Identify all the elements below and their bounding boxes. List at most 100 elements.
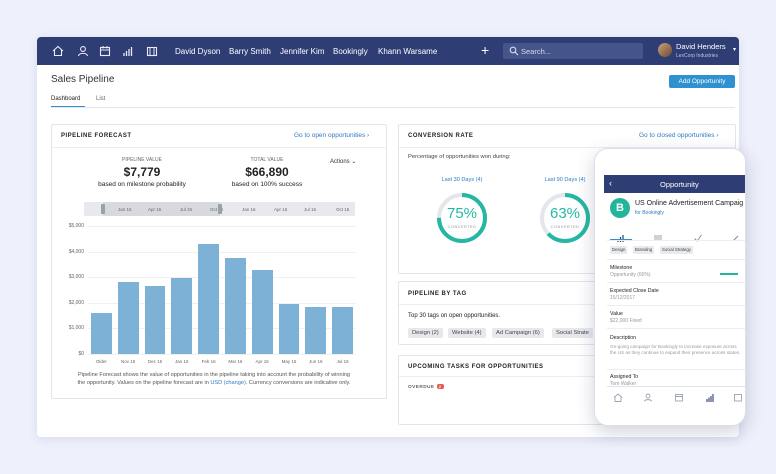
note-text: Pipeline Forecast shows the value of opp… [77,372,351,386]
divider [607,328,745,329]
description-label: Description [610,335,636,341]
nav-tab-jennifer-kim[interactable]: Jennifer Kim [280,47,325,56]
person-icon[interactable] [643,389,653,402]
chart-bar[interactable] [144,286,166,354]
tag-chip[interactable]: Branding [633,246,655,254]
timeline-handle-left[interactable] [101,204,105,214]
timeline-label: Apr 15 [148,207,162,212]
add-icon[interactable]: + [481,42,490,58]
pipeline-value: $7,779 [123,165,161,179]
search-input[interactable] [521,44,639,58]
chart-bar[interactable] [90,313,112,354]
user-company: LexCorp Industries [676,53,718,59]
actions-dropdown[interactable]: Actions ⌄ [330,159,357,165]
folder-icon[interactable] [146,45,158,57]
check-tab-icon[interactable] [693,229,703,242]
company-logo: B [610,198,630,218]
change-currency-link[interactable]: (change) [223,380,246,386]
tab-list[interactable]: List [96,96,106,102]
list-tab-icon[interactable] [653,229,663,241]
gauge-value-30-days: 75% [446,205,478,222]
gauge-fill [540,193,590,243]
panel-heading: CONVERSION RATE [408,133,474,139]
active-tab-indicator [610,239,632,241]
divider [607,259,745,260]
chart-bar[interactable] [332,306,354,354]
overdue-section[interactable]: OVERDUE 2 [408,384,444,390]
tab-dashboard[interactable]: Dashboard [51,96,81,102]
calendar-icon[interactable] [99,45,111,57]
divider [399,376,735,377]
chart-bar[interactable] [117,282,139,354]
nav-tab-khann-warsame[interactable]: Khann Warsame [378,47,438,56]
currency-link[interactable]: USD [210,380,223,386]
avatar[interactable] [658,43,672,57]
tag-chip[interactable]: Design (2) [408,328,443,338]
total-value-sub: based on 100% success [231,181,303,188]
tag-chip[interactable]: Website (4) [448,328,486,338]
x-tick-label: Feb 16 [201,359,216,364]
divider [607,386,745,387]
gridline [88,277,356,279]
x-tick-label: Jul 16 [336,359,349,364]
x-tick-label: Jan 16 [175,359,189,364]
milestone-value: Opportunity (60%) [610,272,651,278]
timeline-handle-right[interactable] [218,204,222,214]
panel-heading: UPCOMING TASKS FOR OPPORTUNITIES [408,364,544,370]
gauge-label-30-days[interactable]: Last 30 Days (4) [441,177,483,183]
divider [607,240,745,241]
chart-bar[interactable] [171,278,193,354]
description-text: On-going campaign for Bookingly to incre… [610,344,741,356]
timeline-label: Jan 15 [118,207,132,212]
y-tick-label: $0 [78,351,84,357]
chart-bar[interactable] [224,258,246,354]
chart-bar[interactable] [305,306,327,354]
chevron-down-icon[interactable]: ▾ [733,47,737,53]
tag-chip[interactable]: Ad Campaign (6) [492,328,544,338]
home-icon[interactable] [613,389,623,402]
add-opportunity-button[interactable]: Add Opportunity [669,75,735,88]
timeline-range-slider[interactable]: Jan 15 Apr 15 Jul 15 Oct 15 Jan 16 Apr 1… [84,202,355,216]
x-tick-label: Mar 16 [228,359,243,364]
tag-chip[interactable]: Design [610,246,628,254]
search-box[interactable] [503,43,643,59]
calendar-icon[interactable] [674,389,684,402]
timeline-label: Jul 15 [180,207,193,212]
bar-chart-icon[interactable] [122,45,134,57]
nav-tab-barry-smith[interactable]: Barry Smith [229,47,271,56]
gauge-value-90-days: 63% [549,205,581,222]
chart-bar[interactable] [278,304,300,354]
milestone-progress [720,273,738,275]
open-opportunities-link[interactable]: Go to open opportunities › [294,132,370,139]
closed-opportunities-link[interactable]: Go to closed opportunities › [639,132,719,139]
more-tab-icon[interactable] [731,229,741,242]
chart-bar[interactable] [251,269,273,354]
person-icon[interactable] [77,45,89,57]
tag-chip[interactable]: Social Strategy [660,246,693,254]
nav-tab-bookingly[interactable]: Bookingly [333,47,368,56]
bar-chart-icon[interactable] [705,389,715,402]
x-tick-label: Dec 15 [147,359,163,364]
opportunity-client-link[interactable]: for Bookingly [635,210,664,216]
back-icon[interactable]: ‹ [609,178,612,188]
y-tick-label: $3,000 [68,274,84,281]
panel-heading: PIPELINE FORECAST [61,133,132,139]
overdue-badge: 2 [436,384,444,389]
timeline-selection [103,202,220,216]
user-name[interactable]: David Henders [676,42,726,51]
timeline-label: Jan 16 [242,207,256,212]
home-icon[interactable] [52,45,64,57]
nav-tab-david-dyson[interactable]: David Dyson [175,47,221,56]
total-value: $66,890 [245,165,289,179]
chart-tab-icon[interactable] [616,229,626,242]
y-tick-label: $5,000 [68,223,84,229]
assigned-to-label: Assigned To [610,374,639,380]
divider [607,369,745,370]
mobile-title: Opportunity [660,180,699,189]
tag-chip[interactable]: Social Strate [552,328,593,338]
folder-icon[interactable] [733,389,743,402]
mobile-header-bar: ‹ Opportunity [604,175,745,193]
y-tick-label: $4,000 [68,248,84,255]
gauge-label-90-days[interactable]: Last 90 Days (4) [544,177,586,183]
chart-bar[interactable] [198,243,220,354]
